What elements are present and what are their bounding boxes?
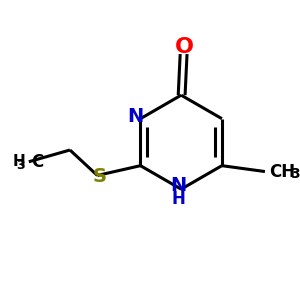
Text: CH: CH <box>269 163 295 181</box>
Text: 3: 3 <box>16 159 25 172</box>
Text: 3: 3 <box>290 167 300 182</box>
Text: H: H <box>12 154 25 169</box>
Text: S: S <box>92 167 106 186</box>
Text: H: H <box>171 190 185 208</box>
Text: O: O <box>175 37 194 57</box>
Text: C: C <box>31 153 43 171</box>
Text: N: N <box>170 176 186 195</box>
Text: N: N <box>128 107 144 126</box>
